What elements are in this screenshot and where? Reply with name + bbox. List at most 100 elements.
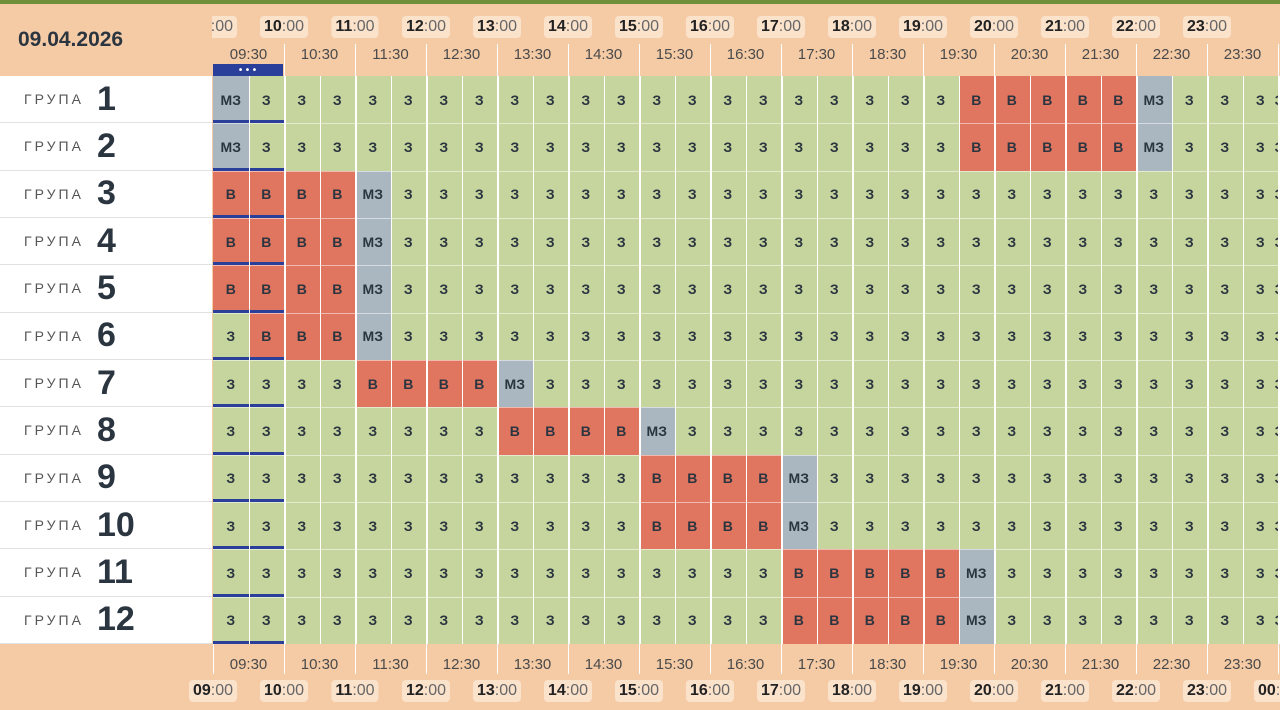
slot-cell-free[interactable]: З — [1207, 312, 1243, 360]
slot-cell-free[interactable]: З — [1065, 360, 1101, 408]
slot-cell-free[interactable]: З — [958, 170, 994, 218]
slot-cell-free[interactable]: З — [674, 312, 710, 360]
slot-cell-free[interactable]: З — [532, 170, 568, 218]
slot-cell-busy[interactable]: В — [284, 312, 320, 360]
slot-cell-free[interactable]: З — [213, 502, 249, 550]
slot-cell-free[interactable]: З — [390, 312, 426, 360]
slot-cell-free[interactable]: З — [781, 170, 817, 218]
slot-cell-free[interactable]: З — [355, 454, 391, 502]
slot-cell-free[interactable]: З — [213, 360, 249, 408]
slot-cell-free[interactable]: З — [994, 360, 1030, 408]
slot-cell-free[interactable]: З — [1065, 454, 1101, 502]
slot-cell-busy[interactable]: В — [887, 549, 923, 597]
slot-cell-free[interactable]: З — [923, 123, 959, 171]
slot-cell-free[interactable]: З — [1171, 170, 1207, 218]
slot-cell-maint[interactable]: МЗ — [497, 360, 533, 408]
slot-cell-free[interactable]: З — [1171, 123, 1207, 171]
slot-cell-free[interactable]: З — [426, 76, 462, 124]
slot-cell-free[interactable]: З — [994, 596, 1030, 644]
slot-cell-free[interactable]: З — [426, 218, 462, 266]
slot-cell-busy[interactable]: В — [958, 123, 994, 171]
slot-cell-free[interactable]: З — [568, 123, 604, 171]
slot-cell-free[interactable]: З — [639, 596, 675, 644]
slot-cell-free[interactable]: З — [710, 312, 746, 360]
slot-cell-free[interactable]: З — [639, 170, 675, 218]
slot-cell-free[interactable]: З — [426, 170, 462, 218]
slot-cell-free[interactable]: З — [1242, 218, 1278, 266]
slot-cell-busy[interactable]: В — [248, 170, 284, 218]
slot-cell-free[interactable]: З — [461, 265, 497, 313]
slot-cell-free[interactable]: З — [710, 218, 746, 266]
slot-cell-free[interactable]: З — [1242, 549, 1278, 597]
slot-cell-free[interactable]: З — [1242, 454, 1278, 502]
slot-cell-free[interactable]: З — [1100, 360, 1136, 408]
slot-cell-free[interactable]: З — [284, 123, 320, 171]
slot-cell-free[interactable]: З — [497, 596, 533, 644]
slot-cell-free[interactable]: З — [284, 502, 320, 550]
slot-cell-free[interactable]: З — [319, 407, 355, 455]
slot-cell-free[interactable]: З — [994, 170, 1030, 218]
slot-cell-busy[interactable]: В — [674, 454, 710, 502]
slot-cell-busy[interactable]: В — [816, 596, 852, 644]
slot-cell-free[interactable]: З — [1242, 360, 1278, 408]
slot-cell-busy[interactable]: В — [284, 218, 320, 266]
slot-cell-free[interactable]: З — [1136, 454, 1172, 502]
slot-cell-free[interactable]: З — [816, 123, 852, 171]
slot-cell-free[interactable]: З — [639, 265, 675, 313]
slot-cell-free[interactable]: З — [852, 454, 888, 502]
slot-cell-free[interactable]: З — [461, 596, 497, 644]
slot-cell-free[interactable]: З — [461, 312, 497, 360]
slot-cell-free[interactable]: З — [816, 502, 852, 550]
slot-cell-free[interactable]: З — [461, 170, 497, 218]
slot-cell-free[interactable]: З — [568, 170, 604, 218]
slot-cell-free[interactable]: З — [958, 454, 994, 502]
slot-cell-maint[interactable]: МЗ — [213, 76, 249, 124]
slot-cell-free[interactable]: З — [1100, 265, 1136, 313]
slot-cell-free[interactable]: З — [1242, 502, 1278, 550]
slot-cell-free[interactable]: З — [532, 123, 568, 171]
slot-cell-free[interactable]: З — [390, 218, 426, 266]
slot-cell-free[interactable]: З — [710, 123, 746, 171]
slot-cell-free[interactable]: З — [923, 170, 959, 218]
slot-cell-busy[interactable]: В — [284, 265, 320, 313]
slot-cell-busy[interactable]: В — [710, 454, 746, 502]
slot-cell-free[interactable]: З — [213, 549, 249, 597]
slot-cell-free[interactable]: З — [887, 76, 923, 124]
slot-cell-busy[interactable]: В — [639, 502, 675, 550]
slot-cell-free[interactable]: З — [923, 218, 959, 266]
slot-cell-free[interactable]: З — [390, 76, 426, 124]
slot-cell-free[interactable]: З — [1171, 454, 1207, 502]
slot-cell-free[interactable]: З — [248, 454, 284, 502]
slot-cell-free[interactable]: З — [745, 76, 781, 124]
slot-cell-free[interactable]: З — [852, 265, 888, 313]
slot-cell-free[interactable]: З — [319, 596, 355, 644]
slot-cell-free[interactable]: З — [355, 407, 391, 455]
slot-cell-free[interactable]: З — [1207, 123, 1243, 171]
slot-cell-busy[interactable]: В — [568, 407, 604, 455]
slot-cell-free[interactable]: З — [390, 502, 426, 550]
scroll-handle[interactable]: ••• — [213, 64, 283, 76]
slot-cell-free[interactable]: З — [1029, 502, 1065, 550]
slot-cell-free[interactable]: З — [958, 265, 994, 313]
slot-cell-free[interactable]: З — [923, 407, 959, 455]
group-label[interactable]: ГРУПА 10 — [0, 502, 212, 550]
slot-cell-busy[interactable]: В — [213, 218, 249, 266]
slot-cell-free[interactable]: З — [568, 360, 604, 408]
slot-cell-free[interactable]: З — [852, 170, 888, 218]
slot-cell-maint[interactable]: МЗ — [213, 123, 249, 171]
slot-cell-free[interactable]: З — [603, 454, 639, 502]
slot-cell-busy[interactable]: В — [745, 502, 781, 550]
slot-cell-free[interactable]: З — [781, 218, 817, 266]
slot-cell-busy[interactable]: В — [426, 360, 462, 408]
slot-cell-free[interactable]: З — [1136, 312, 1172, 360]
slot-cell-free[interactable]: З — [461, 549, 497, 597]
slot-cell-free[interactable]: З — [1207, 218, 1243, 266]
slot-cell-maint[interactable]: МЗ — [355, 312, 391, 360]
slot-cell-free[interactable]: З — [674, 123, 710, 171]
slot-cell-free[interactable]: З — [887, 502, 923, 550]
slot-cell-free[interactable]: З — [816, 265, 852, 313]
group-label[interactable]: ГРУПА 2 — [0, 123, 212, 171]
slot-cell-free[interactable]: З — [710, 265, 746, 313]
slot-cell-free[interactable]: З — [887, 218, 923, 266]
slot-cell-free[interactable]: З — [745, 170, 781, 218]
